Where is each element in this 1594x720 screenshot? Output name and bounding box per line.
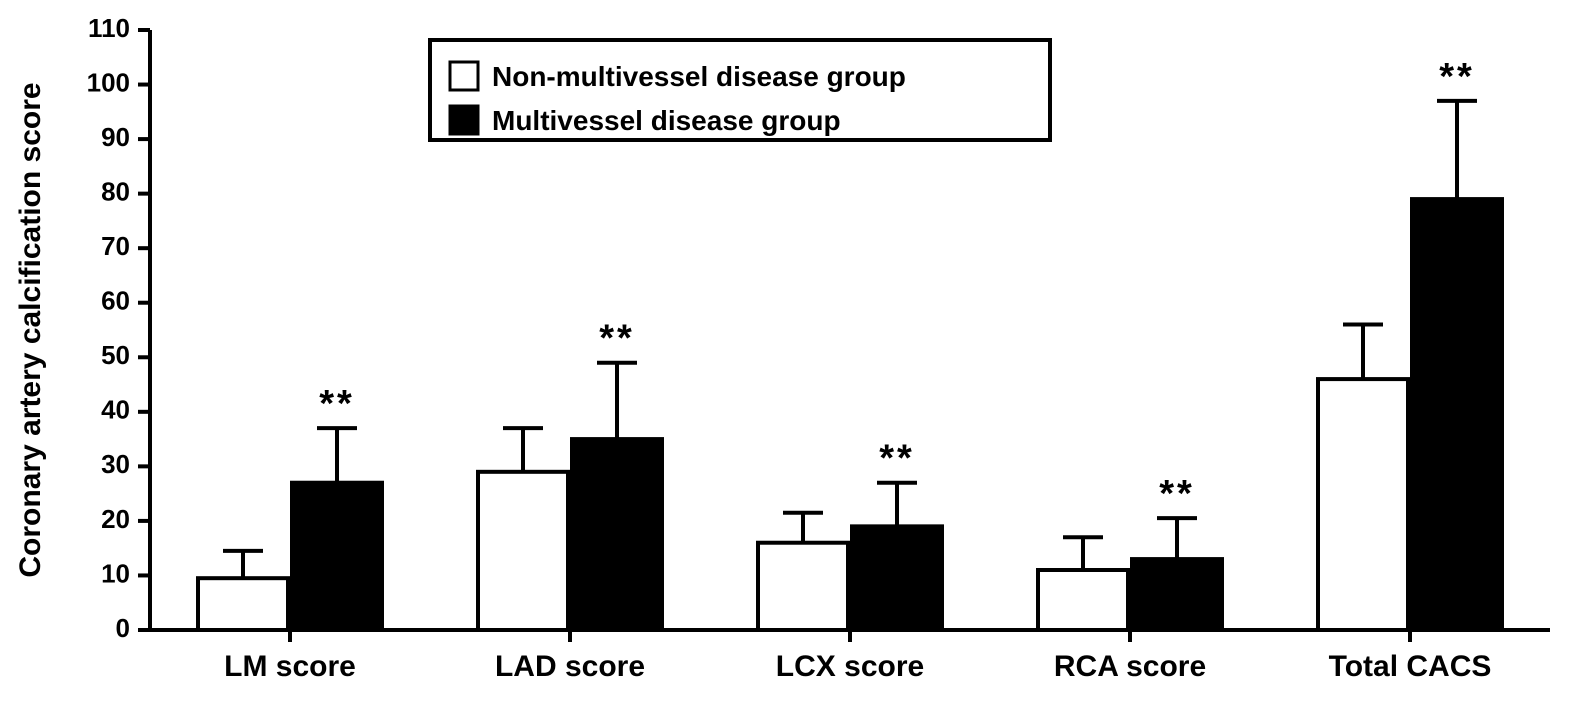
y-tick-label: 30 (101, 449, 130, 479)
legend-swatch (450, 62, 478, 90)
significance-marker: ** (319, 383, 355, 425)
x-category-label: LAD score (495, 650, 645, 683)
bar (1412, 199, 1502, 630)
bar (758, 543, 848, 630)
y-tick-label: 20 (101, 504, 130, 534)
y-axis-title: Coronary artery calcification score (14, 82, 47, 577)
y-tick-label: 40 (101, 395, 130, 425)
bar (292, 483, 382, 630)
chart-container: 0 10 20 30 40 50 60 70 80 90 100 110 Coronary artery… (0, 0, 1594, 720)
y-tick-label: 0 (116, 613, 130, 643)
bar (1318, 379, 1408, 630)
bar (572, 439, 662, 630)
x-category-label: Total CACS (1329, 650, 1492, 683)
y-tick-label: 80 (101, 177, 130, 207)
significance-marker: ** (599, 318, 635, 360)
legend-label: Non-multivessel disease group (492, 61, 906, 92)
x-category-label: LCX score (776, 650, 924, 683)
bar (1132, 559, 1222, 630)
y-tick-label: 110 (88, 13, 130, 43)
bar (852, 526, 942, 630)
y-tick-label: 60 (101, 286, 130, 316)
y-tick-label: 70 (101, 231, 130, 261)
significance-marker: ** (1159, 473, 1195, 515)
bar (1038, 570, 1128, 630)
y-tick-label: 100 (87, 67, 130, 97)
legend-swatch (450, 106, 478, 134)
x-category-label: RCA score (1054, 650, 1206, 683)
y-tick-label: 50 (101, 340, 130, 370)
bar-chart: 0 10 20 30 40 50 60 70 80 90 100 110 Coronary artery… (0, 0, 1594, 720)
x-category-label: LM score (224, 650, 356, 683)
bar (478, 472, 568, 630)
y-tick-label: 90 (101, 122, 130, 152)
legend-label: Multivessel disease group (492, 105, 841, 136)
y-tick-label: 10 (101, 558, 130, 588)
bar (198, 578, 288, 630)
significance-marker: ** (879, 438, 915, 480)
significance-marker: ** (1439, 56, 1475, 98)
